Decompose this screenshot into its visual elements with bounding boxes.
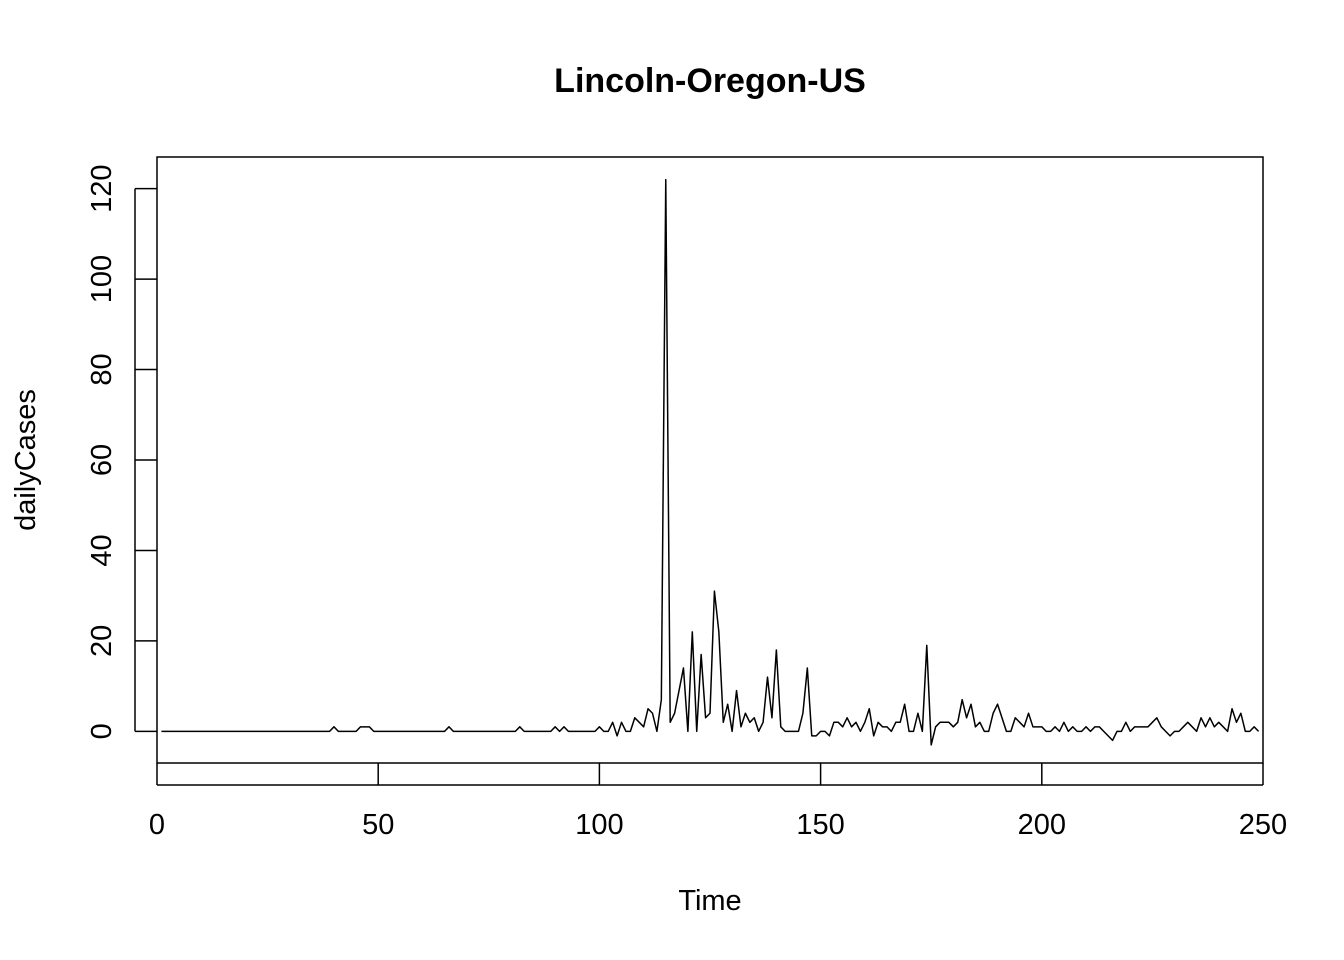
- plot-frame: [156, 156, 1264, 764]
- x-axis-label: Time: [678, 885, 741, 917]
- y-tick-label: 0: [86, 723, 118, 739]
- x-tick-label: 200: [1018, 809, 1066, 841]
- x-tick-label: 150: [796, 809, 844, 841]
- y-axis: 0 20 40 60 80 100 120: [86, 164, 157, 739]
- y-tick-label: 60: [86, 444, 118, 476]
- x-tick-label: 50: [362, 809, 394, 841]
- chart-title: Lincoln-Oregon-US: [554, 62, 866, 100]
- x-tick-label: 100: [575, 809, 623, 841]
- x-tick-label: 250: [1239, 809, 1287, 841]
- y-tick-label: 120: [86, 164, 118, 212]
- daily-cases-line: [161, 178, 1260, 746]
- y-tick-label: 80: [86, 353, 118, 385]
- y-tick-label: 20: [86, 625, 118, 657]
- y-tick-label: 100: [86, 255, 118, 303]
- x-tick-label: 0: [149, 809, 165, 841]
- x-axis: 0 50 100 150 200 250: [149, 763, 1287, 841]
- y-tick-label: 40: [86, 534, 118, 566]
- y-axis-label: dailyCases: [10, 389, 42, 531]
